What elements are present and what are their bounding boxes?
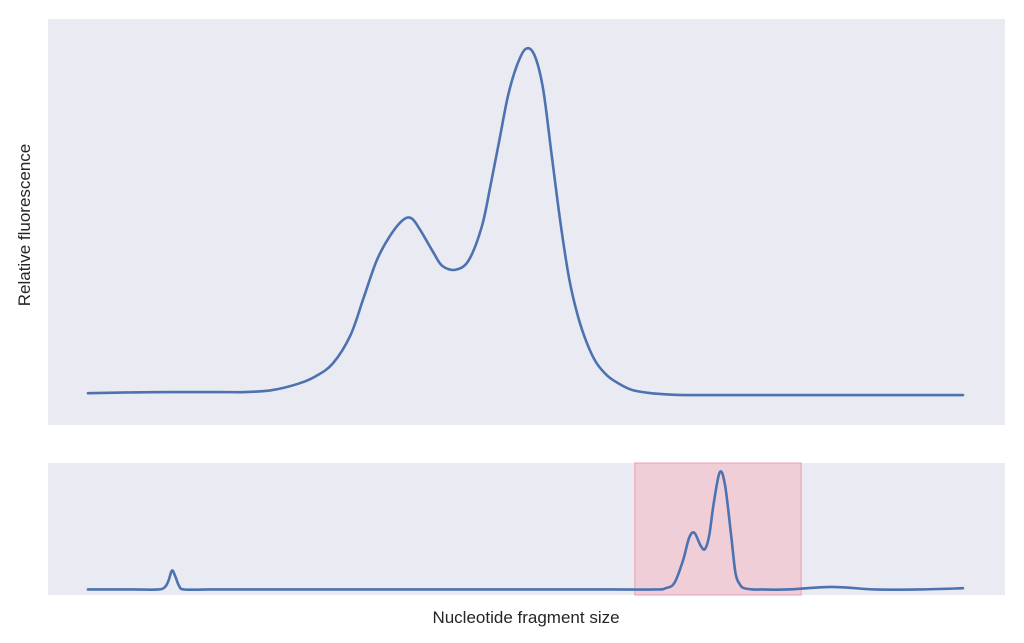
y-axis-label: Relative fluorescence: [15, 144, 34, 307]
main-panel-background: [48, 19, 1005, 425]
x-axis-label: Nucleotide fragment size: [432, 608, 619, 627]
bottom-series-line: [86, 470, 965, 592]
main-series-line: [86, 46, 965, 397]
bottom-panel-background: [48, 463, 1005, 595]
